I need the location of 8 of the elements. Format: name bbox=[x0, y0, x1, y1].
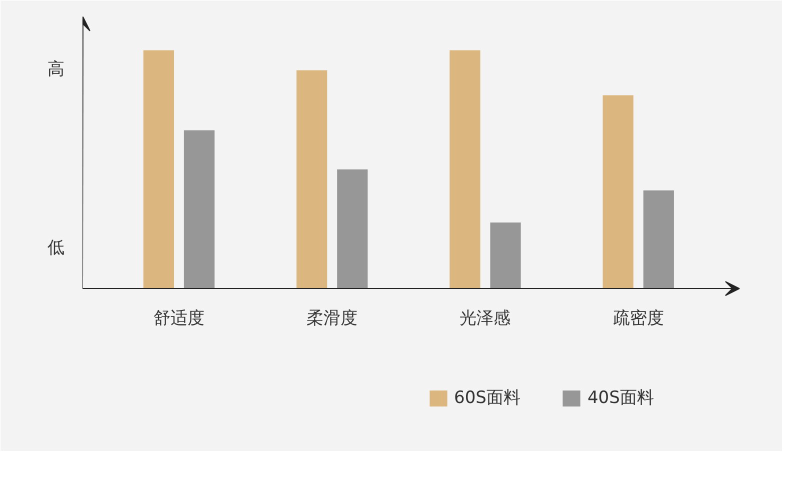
text: 低 bbox=[48, 238, 64, 258]
legend-label: 40S面料 bbox=[587, 387, 654, 409]
x-tick-label: 舒适度 bbox=[153, 308, 204, 329]
x-tick-label: 疏密度 bbox=[612, 308, 664, 329]
legend-label: 60S面料 bbox=[454, 387, 520, 409]
x-tick-label: 光泽感 bbox=[460, 308, 511, 329]
x-tick-label: 柔滑度 bbox=[306, 308, 358, 329]
text: 高 bbox=[48, 59, 64, 80]
